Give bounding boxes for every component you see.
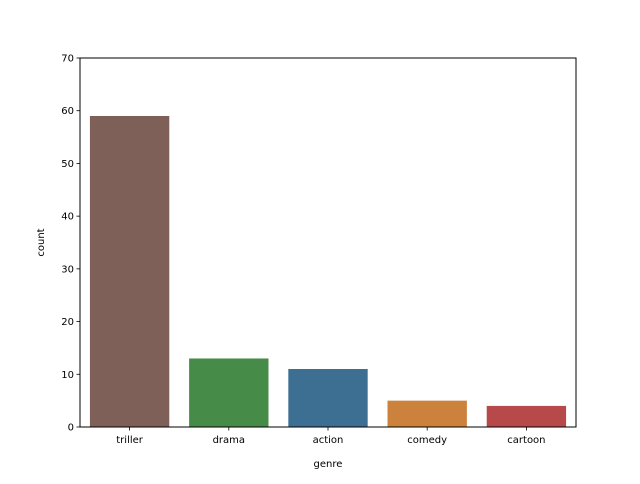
bar-action	[288, 369, 368, 427]
y-tick-label: 20	[61, 317, 74, 328]
y-axis-label: count	[36, 228, 47, 256]
y-axis-ticks: 0 10 20 30 40 50 60 70	[61, 54, 80, 434]
x-axis-ticks: triller drama action comedy cartoon	[116, 427, 546, 446]
x-tick-label: drama	[213, 435, 245, 446]
y-tick-label: 70	[61, 54, 74, 65]
x-axis-label: genre	[314, 459, 343, 470]
y-tick-label: 10	[61, 370, 74, 381]
y-tick-label: 60	[61, 106, 74, 117]
x-tick-label: cartoon	[507, 435, 545, 446]
x-tick-label: action	[313, 435, 344, 446]
bar-drama	[189, 358, 269, 427]
bar-cartoon	[486, 405, 567, 427]
bars-layer	[89, 115, 567, 427]
y-tick-label: 50	[61, 159, 74, 170]
y-tick-label: 40	[61, 212, 74, 223]
x-tick-label: triller	[116, 435, 144, 446]
bar-triller	[89, 115, 170, 427]
y-tick-label: 0	[68, 423, 74, 434]
y-tick-label: 30	[61, 264, 74, 275]
bar-comedy	[387, 400, 467, 427]
plot-frame	[79, 57, 577, 428]
x-tick-label: comedy	[407, 435, 447, 446]
